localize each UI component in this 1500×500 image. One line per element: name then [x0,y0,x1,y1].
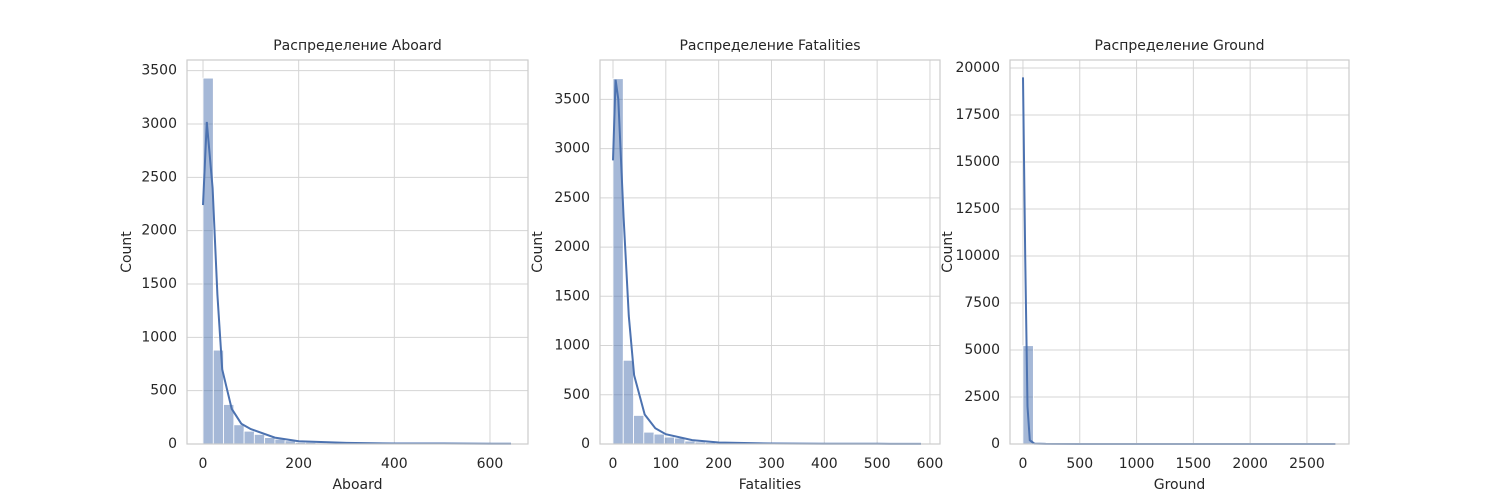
y-tick-label: 1500 [554,288,590,304]
x-tick-label: 0 [609,456,618,472]
y-axis-label: Count [119,231,135,273]
x-tick-label: 600 [477,456,504,472]
x-axis-label: Ground [1154,477,1206,493]
y-tick-label: 0 [991,436,1000,452]
y-tick-label: 2500 [964,389,1000,405]
bar [653,433,665,445]
y-tick-label: 15000 [955,154,1000,170]
bar [633,415,645,445]
x-tick-label: 600 [917,456,944,472]
chart-title: Распределение Fatalities [679,38,860,54]
x-axis-label: Fatalities [739,477,801,493]
axes-frame [1009,59,1350,445]
kde-line [612,79,922,445]
y-tick-label: 20000 [955,60,1000,76]
kde-line [1022,77,1336,445]
y-tick-label: 5000 [964,342,1000,358]
x-tick-label: 500 [1066,456,1093,472]
x-tick-label: 1000 [1119,456,1155,472]
y-tick-label: 500 [563,387,590,403]
bar [264,437,276,445]
x-tick-label: 0 [199,456,208,472]
x-tick-label: 2500 [1289,456,1325,472]
x-tick-label: 200 [705,456,732,472]
y-tick-label: 0 [168,436,177,452]
x-tick-label: 0 [1018,456,1027,472]
y-tick-label: 1000 [141,329,177,345]
x-axis-label: Aboard [332,477,382,493]
x-tick-label: 300 [758,456,785,472]
y-tick-label: 1500 [141,276,177,292]
y-tick-label: 2500 [141,169,177,185]
y-tick-label: 17500 [955,107,1000,123]
bar [622,359,634,445]
x-tick-label: 400 [381,456,408,472]
x-tick-label: 100 [652,456,679,472]
bar [233,424,245,445]
axes-frame [186,59,529,445]
y-axis-label: Count [530,231,546,273]
y-tick-label: 2000 [554,239,590,255]
y-axis-label: Count [940,231,956,273]
bar [663,436,675,445]
chart-title: Распределение Ground [1094,38,1264,54]
y-tick-label: 3500 [554,91,590,107]
x-tick-label: 1500 [1176,456,1212,472]
bar [243,430,255,445]
chart-title: Распределение Aboard [273,38,442,54]
y-tick-label: 2500 [554,190,590,206]
bar [643,431,655,445]
x-tick-label: 200 [285,456,312,472]
axes-frame [599,59,941,445]
y-tick-label: 3000 [554,141,590,157]
y-tick-label: 10000 [955,248,1000,264]
y-tick-label: 2000 [141,223,177,239]
x-tick-label: 500 [864,456,891,472]
y-tick-label: 1000 [554,338,590,354]
y-tick-label: 3500 [141,63,177,79]
x-tick-label: 2000 [1232,456,1268,472]
kde-line [202,121,512,445]
y-tick-label: 0 [581,436,590,452]
x-tick-label: 400 [811,456,838,472]
y-tick-label: 7500 [964,295,1000,311]
y-tick-label: 3000 [141,116,177,132]
y-tick-label: 500 [150,383,177,399]
y-tick-label: 12500 [955,201,1000,217]
bar [253,433,266,445]
